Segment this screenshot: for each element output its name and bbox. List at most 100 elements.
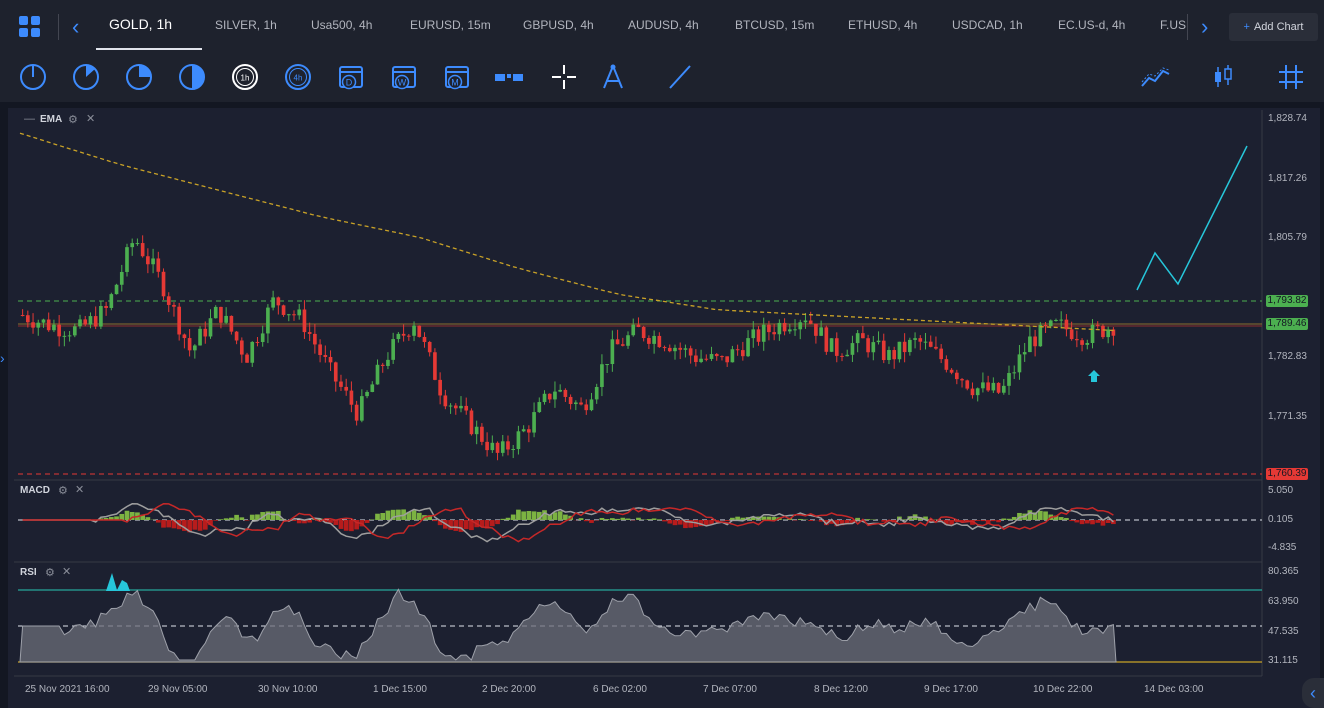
- macd-histogram-bar: [505, 517, 511, 520]
- macd-histogram-bar: [855, 517, 861, 520]
- candle-body: [313, 333, 317, 345]
- chart-area[interactable]: [8, 108, 1320, 708]
- timeframe-30m-icon[interactable]: [177, 62, 207, 92]
- candle-body: [913, 338, 917, 340]
- tab-eurusd-15m[interactable]: EURUSD, 15m: [410, 18, 491, 32]
- tabs-scroll-left-icon[interactable]: ‹: [72, 14, 80, 39]
- timeframe-weekly-icon[interactable]: W: [389, 62, 419, 92]
- macd-histogram-bar: [307, 520, 313, 523]
- tab-audusd-4h[interactable]: AUDUSD, 4h: [628, 18, 699, 32]
- candle-body: [119, 271, 124, 285]
- candle-body: [464, 405, 469, 411]
- tabs-scroll-right-icon[interactable]: ›: [1201, 14, 1209, 39]
- macd-histogram-bar: [928, 520, 934, 523]
- candle-body: [881, 340, 886, 361]
- macd-histogram-bar: [119, 513, 125, 520]
- timeframe-1h-icon[interactable]: 1h: [230, 62, 260, 92]
- tab-silver-1h[interactable]: SILVER, 1h: [215, 18, 277, 32]
- crosshair-icon[interactable]: [549, 62, 579, 92]
- timeframe-5m-icon[interactable]: [71, 62, 101, 92]
- rsi-axis-label: 80.365: [1268, 566, 1299, 577]
- macd-line: [22, 503, 1114, 543]
- macd-histogram-bar: [1027, 510, 1033, 520]
- layout-grid-icon[interactable]: [19, 16, 41, 38]
- candle-body: [114, 284, 119, 295]
- close-icon[interactable]: ✕: [86, 113, 96, 125]
- timeframe-monthly-icon[interactable]: M: [442, 62, 472, 92]
- macd-histogram-bar: [677, 520, 683, 525]
- tab-fus[interactable]: F.US: [1160, 18, 1187, 32]
- candle-body: [213, 306, 218, 319]
- tab-usa500-4h[interactable]: Usa500, 4h: [311, 18, 373, 32]
- candle-body: [318, 344, 322, 356]
- timeframe-daily-icon[interactable]: D: [336, 62, 366, 92]
- timeframe-4h-icon[interactable]: 4h: [283, 62, 313, 92]
- macd-histogram-bar: [672, 520, 678, 526]
- macd-histogram-bar: [333, 520, 339, 525]
- candle-body: [495, 442, 500, 453]
- settings-icon[interactable]: ⚙: [45, 567, 55, 579]
- macd-histogram-bar: [625, 518, 631, 520]
- settings-icon[interactable]: ⚙: [68, 114, 78, 126]
- chart-type-icon[interactable]: [1208, 62, 1238, 92]
- macd-histogram-bar: [364, 520, 370, 523]
- macd-histogram-bar: [740, 517, 746, 520]
- candle-body: [965, 380, 970, 389]
- timeframe-15m-icon[interactable]: [124, 62, 154, 92]
- rsi-axis-label: 63.950: [1268, 596, 1299, 607]
- expand-right-icon[interactable]: ‹: [1302, 678, 1324, 708]
- collapse-icon[interactable]: —: [24, 113, 35, 125]
- macd-histogram-bar: [296, 520, 302, 524]
- macd-histogram-bar: [724, 520, 730, 522]
- tab-ecus-4h[interactable]: EC.US-d, 4h: [1058, 18, 1126, 32]
- macd-histogram-bar: [166, 520, 172, 528]
- candle-body: [448, 405, 453, 407]
- candle-body: [307, 332, 312, 334]
- tab-btcusd-15m[interactable]: BTCUSD, 15m: [735, 18, 815, 32]
- time-axis-label: 10 Dec 22:00: [1033, 684, 1093, 695]
- trendline-icon[interactable]: [665, 62, 695, 92]
- candle-body: [375, 364, 380, 385]
- candle-body: [986, 382, 990, 391]
- price-label: 1,805.79: [1268, 232, 1307, 243]
- add-chart-button[interactable]: + Add Chart: [1229, 13, 1318, 41]
- macd-histogram-bar: [834, 520, 840, 527]
- candle-body: [1054, 319, 1058, 321]
- layout-icon[interactable]: [494, 62, 524, 92]
- candle-body: [354, 404, 359, 421]
- macd-histogram-bar: [589, 520, 594, 523]
- candle-body: [1038, 324, 1043, 347]
- candle-body: [626, 335, 630, 346]
- candle-body: [172, 304, 176, 307]
- candle-body: [260, 333, 265, 343]
- macd-histogram-bar: [1100, 520, 1106, 526]
- tab-usdcad-1h[interactable]: USDCAD, 1h: [952, 18, 1023, 32]
- expand-left-icon[interactable]: ›: [0, 350, 5, 366]
- grid-icon[interactable]: [1276, 62, 1306, 92]
- candle-body: [1043, 324, 1048, 327]
- divider: [1187, 14, 1188, 40]
- measure-icon[interactable]: [598, 62, 628, 92]
- macd-histogram-bar: [667, 520, 673, 524]
- candle-body: [208, 318, 213, 337]
- macd-histogram-bar: [991, 520, 996, 522]
- close-icon[interactable]: ✕: [75, 484, 85, 496]
- tab-gbpusd-4h[interactable]: GBPUSD, 4h: [523, 18, 594, 32]
- tab-ethusd-4h[interactable]: ETHUSD, 4h: [848, 18, 918, 32]
- timeframe-1m-icon[interactable]: [18, 62, 48, 92]
- candle-body: [746, 338, 750, 357]
- indicators-icon[interactable]: [1140, 62, 1170, 92]
- candle-body: [459, 405, 463, 409]
- candle-body: [266, 307, 270, 334]
- candle-body: [725, 356, 730, 363]
- candle-body: [1080, 340, 1084, 345]
- macd-histogram-bar: [557, 511, 563, 520]
- tab-gold-1h[interactable]: GOLD, 1h: [109, 16, 173, 32]
- candle-body: [302, 309, 307, 333]
- settings-icon[interactable]: ⚙: [58, 485, 68, 497]
- close-icon[interactable]: ✕: [62, 566, 72, 578]
- candle-body: [730, 349, 735, 363]
- candle-body: [485, 441, 489, 451]
- macd-histogram-bar: [234, 514, 239, 520]
